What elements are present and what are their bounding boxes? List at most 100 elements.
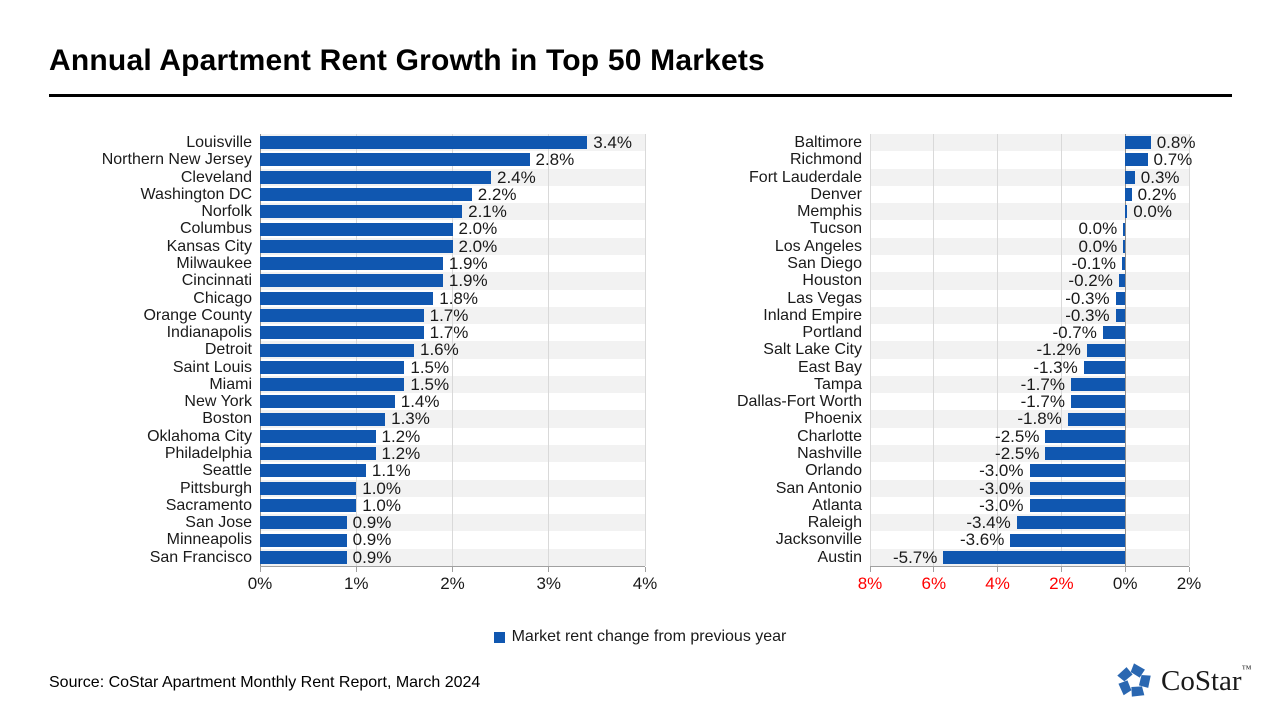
category-label: Fort Lauderdale (749, 168, 862, 186)
value-label: 1.9% (448, 253, 488, 273)
bar (1118, 274, 1126, 288)
bar (1083, 360, 1126, 374)
row-stripe (870, 168, 1189, 186)
x-tick-mark (997, 567, 999, 572)
bar (260, 447, 376, 461)
category-label: San Antonio (775, 479, 862, 497)
bar (260, 136, 588, 150)
category-label: Los Angeles (774, 237, 862, 255)
x-tick-mark (644, 567, 646, 572)
value-label: -0.2% (1068, 271, 1113, 291)
value-label: 2.8% (535, 150, 575, 170)
value-label: -3.4% (966, 513, 1011, 533)
category-label: Columbus (179, 220, 252, 238)
category-label: San Diego (787, 254, 862, 272)
category-label: Jacksonville (775, 531, 862, 549)
bar (1045, 447, 1126, 461)
x-tick-label: 1% (343, 574, 369, 593)
value-label: 0.9% (352, 547, 392, 567)
row-stripe (870, 134, 1189, 152)
bar (1029, 464, 1126, 478)
x-tick-label: 2% (1176, 574, 1202, 593)
page-title: Annual Apartment Rent Growth in Top 50 M… (49, 44, 765, 77)
gridline (644, 134, 646, 566)
category-label: Nashville (797, 445, 862, 463)
value-label: 0.0% (1133, 202, 1172, 222)
x-tick-label: 4% (985, 574, 1010, 593)
category-label: Baltimore (794, 134, 862, 151)
category-label: Saint Louis (172, 358, 252, 376)
value-label: 1.5% (410, 374, 450, 394)
bar (1125, 187, 1132, 201)
category-label: Boston (202, 410, 252, 428)
value-label: -2.5% (995, 444, 1040, 464)
gridline (548, 134, 550, 566)
row-stripe (870, 203, 1189, 221)
bar-chart-negative-markets: Baltimore Richmond Fort Lauderdale Denver Me… (652, 134, 1201, 604)
bar (260, 274, 443, 288)
category-label: Tampa (813, 375, 862, 393)
bar (260, 187, 472, 201)
x-tick-mark (548, 567, 550, 572)
value-label: 1.1% (371, 461, 411, 481)
bar (1115, 291, 1126, 305)
x-tick-label: 4% (632, 574, 658, 593)
value-label: 0.2% (1137, 184, 1177, 204)
bar (1125, 136, 1151, 150)
bar (1070, 395, 1126, 409)
x-tick-mark (259, 567, 261, 572)
x-axis: 8% 6% 4% 2% 0% 2% (858, 566, 1201, 600)
gridline (997, 134, 999, 566)
value-label: 1.0% (362, 495, 401, 515)
legend-label: Market rent change from previous year (511, 628, 787, 645)
bar (260, 499, 357, 513)
value-label: 2.4% (497, 167, 536, 187)
value-label: -0.7% (1052, 323, 1097, 343)
value-label: -1.2% (1036, 340, 1081, 360)
category-label: Miami (209, 375, 252, 393)
x-axis: 0% 1% 2% 3% 4% (248, 566, 657, 600)
bar (260, 533, 347, 547)
value-label: 1.2% (381, 426, 421, 446)
bar (1102, 326, 1126, 340)
gridline (452, 134, 453, 566)
category-label: San Francisco (149, 548, 252, 566)
trademark-symbol: ™ (1241, 663, 1252, 675)
x-tick-mark (1060, 567, 1062, 572)
bar (1086, 343, 1126, 357)
category-label: Portland (802, 324, 862, 342)
category-label: Dallas-Fort Worth (736, 393, 862, 411)
bar (260, 153, 530, 167)
value-label: 0.8% (1156, 133, 1196, 152)
value-label: 1.9% (448, 271, 488, 291)
x-tick-label: 3% (536, 574, 562, 593)
costar-pinwheel-icon (1117, 663, 1151, 697)
value-label: -3.6% (959, 530, 1005, 550)
bar (260, 308, 424, 322)
bar (260, 360, 405, 374)
bar (260, 326, 424, 340)
value-label: 1.0% (362, 478, 401, 498)
x-tick-mark (355, 567, 357, 572)
plot-area: 3.4% 2.8% 2.4% 2.2% 2.1% 2.0% 2.0% 1.9% 1.9% 1.8%… (259, 133, 646, 567)
bar (943, 550, 1126, 564)
category-label: Oklahoma City (147, 427, 252, 445)
category-label: Sacramento (165, 496, 252, 514)
value-label: 3.4% (593, 133, 632, 152)
source-note: Source: CoStar Apartment Monthly Rent Re… (49, 674, 481, 691)
bar (1070, 378, 1126, 392)
row-stripe (870, 237, 1189, 255)
x-tick-label: 0% (247, 574, 273, 593)
category-label: Phoenix (804, 410, 862, 428)
value-label: 2.0% (458, 219, 498, 239)
x-tick-mark (869, 567, 871, 572)
category-label: Pittsburgh (179, 479, 252, 497)
category-label: Richmond (789, 151, 862, 169)
category-label: Cincinnati (181, 272, 252, 290)
category-label: Cleveland (180, 168, 252, 186)
value-label: 0.0% (1078, 219, 1118, 239)
value-label: -0.3% (1065, 305, 1110, 325)
x-tick-label: 8% (857, 574, 883, 593)
x-tick-mark (1188, 567, 1190, 572)
